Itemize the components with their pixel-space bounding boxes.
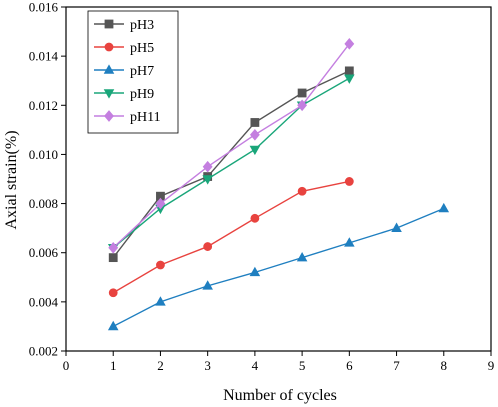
y-tick-label: 0.002 (29, 344, 58, 359)
legend-marker (104, 42, 114, 52)
y-tick-label: 0.014 (29, 49, 59, 64)
data-point (107, 320, 119, 331)
y-axis-title: Axial strain(%) (3, 130, 20, 229)
legend-label: pH11 (130, 110, 161, 125)
legend-box (87, 10, 179, 134)
data-point (250, 213, 260, 223)
data-point (391, 222, 402, 232)
data-point (344, 66, 354, 76)
legend-item: pH9 (94, 87, 154, 102)
data-point (344, 38, 355, 50)
data-point (344, 237, 355, 247)
series-line (112, 77, 350, 249)
y-tick-label: 0.012 (29, 98, 58, 113)
data-point (202, 160, 213, 173)
series-pH11 (108, 38, 355, 254)
legend-label: pH5 (130, 41, 154, 56)
x-tick-label: 5 (299, 358, 306, 373)
axes (65, 6, 492, 352)
series-pH5 (108, 177, 354, 298)
legend: pH3 pH5 pH7 pH9 pH11 (87, 10, 179, 134)
legend-marker (103, 89, 115, 99)
legend-item: pH3 (94, 18, 154, 33)
series-line (112, 180, 350, 294)
data-point (297, 186, 307, 196)
x-tick-label: 0 (63, 358, 70, 373)
series-layer (107, 38, 450, 331)
data-point (108, 241, 119, 254)
x-tick-label: 1 (110, 358, 117, 373)
x-tick-label: 9 (488, 358, 495, 373)
x-tick-label: 4 (252, 358, 259, 373)
data-point (344, 74, 355, 84)
y-tick-label: 0.006 (29, 245, 59, 260)
data-point (249, 145, 261, 156)
legend-label: pH3 (130, 18, 154, 33)
x-tick-label: 8 (441, 358, 448, 373)
data-point (297, 99, 308, 112)
data-point (155, 296, 166, 306)
data-point (250, 118, 260, 127)
y-tick-label: 0.004 (29, 294, 59, 309)
legend-label: pH9 (130, 87, 154, 102)
data-point (202, 175, 213, 185)
data-point (202, 280, 213, 290)
series-line (112, 207, 445, 328)
legend-item: pH7 (94, 64, 154, 79)
data-point (156, 260, 165, 270)
x-axis-title: Number of cycles (223, 387, 337, 404)
x-tick-label: 3 (204, 358, 211, 373)
legend-item: pH11 (94, 110, 161, 125)
series-line (112, 43, 350, 249)
x-axis-ticks: 0 1 2 3 4 5 6 7 8 9 (63, 351, 495, 373)
legend-marker (104, 19, 114, 29)
data-point (108, 288, 118, 298)
series-pH7 (107, 202, 450, 331)
data-point (438, 202, 450, 213)
x-tick-label: 2 (157, 358, 164, 373)
x-tick-label: 6 (346, 358, 353, 373)
data-point (108, 253, 118, 263)
plot-frame (65, 6, 492, 352)
data-point (249, 266, 261, 277)
y-tick-label: 0.010 (29, 147, 58, 162)
series-line (112, 70, 350, 259)
data-point (155, 197, 166, 210)
legend-marker (104, 110, 114, 122)
data-point (344, 177, 354, 186)
data-point (249, 128, 260, 141)
legend-item: pH5 (94, 41, 154, 56)
data-point (296, 252, 308, 262)
x-tick-label: 7 (393, 358, 400, 373)
y-tick-label: 0.016 (29, 0, 59, 15)
legend-marker (103, 64, 115, 74)
legend-label: pH7 (130, 64, 154, 79)
y-axis-ticks: 0.002 0.004 0.006 0.008 0.010 0.012 0.014 0.016 (29, 0, 66, 359)
data-point (203, 242, 213, 251)
y-tick-label: 0.008 (29, 196, 58, 211)
data-point (297, 88, 307, 98)
